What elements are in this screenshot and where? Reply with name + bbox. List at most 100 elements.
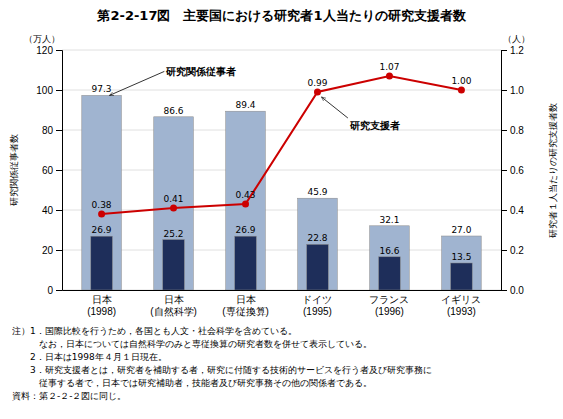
tick-mark — [56, 290, 62, 291]
x-tick: 日本(1998) — [87, 294, 116, 317]
tick-label: フランス(1996) — [369, 294, 409, 317]
note: 2．日本は1998年４月１日現在。 — [12, 352, 167, 362]
annotations: 研究関係従事者研究支援者 — [109, 66, 399, 131]
x-tick: 日本(自然科学) — [150, 294, 197, 317]
x-tick: フランス(1996) — [369, 294, 409, 317]
y-tick: 0 — [47, 285, 62, 296]
tick-label: 日本(専従換算) — [222, 294, 269, 317]
annotation-arrow — [321, 97, 347, 118]
tick-mark — [56, 170, 62, 171]
bar-series — [91, 236, 472, 290]
grid-line — [62, 250, 501, 251]
tick-label: 60 — [42, 165, 54, 176]
y-tick: 120 — [36, 45, 62, 56]
line-marker — [314, 89, 321, 96]
data-label: 25.2 — [164, 229, 184, 239]
tick-mark — [56, 90, 62, 91]
tick-label: イギリス(1993) — [441, 294, 481, 317]
y-tick: 80 — [42, 125, 62, 136]
note: 従事する者で，日本では研究補助者，技能者及び研究事務その他の関係者である。 — [12, 378, 372, 388]
bar — [379, 257, 401, 290]
y-tick: 40 — [42, 205, 62, 216]
y2-tick: 0.4 — [501, 205, 524, 216]
line-marker — [170, 205, 177, 212]
y2-tick: 0.0 — [501, 285, 524, 296]
tick-label: 日本(1998) — [87, 294, 116, 317]
note: なお，日本については自然科学のみと専従換算の研究者数を併せて表示している。 — [12, 339, 372, 349]
tick-label: 80 — [42, 125, 54, 136]
data-label: 0.41 — [164, 194, 184, 204]
y2-tick: 1.2 — [501, 45, 524, 56]
y2-tick: 0.8 — [501, 125, 524, 136]
tick-mark — [56, 210, 62, 211]
bar — [298, 198, 338, 290]
line-marker — [458, 87, 465, 94]
grid-line — [62, 210, 501, 211]
plot-area — [82, 73, 481, 291]
data-label: 32.1 — [379, 215, 399, 225]
x-tick: 日本(専従換算) — [222, 294, 269, 317]
y-tick: 100 — [36, 85, 62, 96]
y2-tick: 1.0 — [501, 85, 524, 96]
tick-label: 日本(自然科学) — [150, 294, 197, 317]
tick-label: 40 — [42, 205, 54, 216]
data-labels: 97.386.689.445.932.127.026.925.226.922.8… — [92, 62, 472, 262]
bar — [370, 226, 410, 290]
bar-series — [82, 95, 481, 290]
line-marker — [98, 211, 105, 218]
bar — [442, 236, 482, 290]
grid-line — [62, 90, 501, 91]
bar — [154, 117, 194, 290]
bar — [91, 236, 113, 290]
grid — [62, 50, 501, 290]
y-axis-title: 研究関係従事者数 — [9, 134, 19, 206]
tick-mark — [501, 250, 507, 251]
x-axis: 日本(1998) 日本(自然科学) 日本(専従換算) ドイツ(1995) フランス(19… — [63, 291, 502, 318]
tick-label: ドイツ(1995) — [302, 294, 332, 317]
data-label: 45.9 — [307, 187, 327, 197]
tick-label: 120 — [36, 45, 53, 56]
data-label: 1.07 — [379, 62, 399, 72]
y2-unit: （人） — [503, 34, 530, 44]
annotation-arrow — [109, 71, 164, 95]
data-label: 1.00 — [451, 76, 471, 86]
y2-tick: 0.6 — [501, 165, 524, 176]
y-axis: 0 20 40 60 80 100 120 — [36, 45, 62, 296]
tick-label: 0.2 — [510, 245, 524, 256]
chart-container: 0 20 40 60 80 100 120 0.0 0.2 0.4 0.6 0.8 1.0 1.2 日本(1… — [0, 0, 563, 419]
source: 資料：第２-２-２図に同じ。 — [12, 391, 127, 401]
data-label: 97.3 — [92, 84, 112, 94]
note: 3．研究支援者とは，研究者を補助する者，研究に付随する技術的サービスを行う者及び… — [12, 365, 432, 375]
line — [102, 76, 462, 214]
y-tick: 20 — [42, 245, 62, 256]
bar — [226, 111, 266, 290]
data-label: 13.5 — [451, 252, 471, 262]
note: 注）1．国際比較を行うため，各国とも人文・社会科学を含めている。 — [12, 326, 297, 336]
tick-mark — [501, 50, 507, 51]
tick-label: 1.2 — [510, 45, 524, 56]
tick-mark — [56, 130, 62, 131]
line-marker — [386, 73, 393, 80]
data-label: 0.43 — [235, 190, 255, 200]
tick-mark — [501, 130, 507, 131]
bar — [451, 263, 473, 290]
axis-line — [63, 290, 502, 291]
tick-label: 20 — [42, 245, 54, 256]
grid-line — [62, 130, 501, 131]
grid-line — [62, 290, 501, 291]
grid-line — [62, 170, 501, 171]
axis-line — [56, 51, 63, 291]
x-tick: イギリス(1993) — [441, 294, 481, 317]
tick-mark — [56, 250, 62, 251]
grid-line — [62, 50, 501, 51]
tick-label: 0.8 — [510, 125, 524, 136]
x-tick: ドイツ(1995) — [302, 294, 332, 317]
tick-label: 0 — [47, 285, 53, 296]
data-label: 86.6 — [164, 106, 184, 116]
data-label: 0.99 — [307, 78, 327, 88]
notes: 注）1．国際比較を行うため，各国とも人文・社会科学を含めている。 なお，日本につ… — [12, 326, 432, 401]
tick-mark — [501, 290, 507, 291]
tick-mark — [501, 170, 507, 171]
tick-label: 0.4 — [510, 205, 524, 216]
data-label: 27.0 — [451, 225, 471, 235]
